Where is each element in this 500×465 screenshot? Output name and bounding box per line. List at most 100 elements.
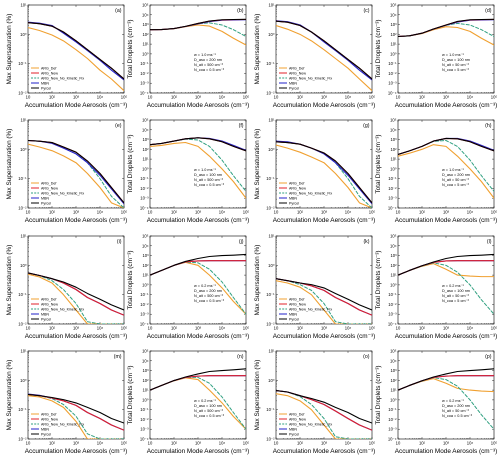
series-group <box>398 137 494 199</box>
panel-letter: (l) <box>487 239 492 245</box>
annotation-line: N_ait = 50 cm⁻³ <box>442 409 470 413</box>
x-tick-label: 10³ <box>443 441 450 446</box>
series-group <box>28 272 124 324</box>
annotation-line: N_coa = 0.5 cm⁻³ <box>194 183 225 187</box>
x-tick-label: 10 <box>26 210 31 215</box>
y-tick-label: 10⁵ <box>142 234 149 239</box>
annotation-line: D_aso = 100 nm <box>442 289 470 293</box>
y-axis-label: Total Droplets (cm⁻³) <box>127 19 134 78</box>
series-line-arg-def <box>276 393 372 439</box>
legend-entry: ARG_New <box>289 71 306 75</box>
x-tick-label: 10 <box>274 210 279 215</box>
y-tick-label: 10⁻¹ <box>388 407 397 412</box>
x-tick-label: 10⁵ <box>243 95 250 100</box>
y-tick-label: 10¹ <box>390 388 397 393</box>
parameter-annotation: w = 1.0 ms⁻¹D_aso = 100 nmN_ait = 50 cm⁻… <box>442 53 470 72</box>
series-line-arg-def <box>28 273 124 324</box>
legend-entry: MBN <box>289 427 297 431</box>
panel-f: 10 10² 10³ 10⁴ 10⁵ 10⁻⁴ 10⁻³ 10⁻² 10⁻¹ 10⁰ 10¹ 10² 1… <box>127 118 249 225</box>
x-tick-label: 10⁵ <box>369 441 376 446</box>
y-tick-label: 10⁰ <box>142 51 149 56</box>
legend-entry: MBN <box>41 196 49 200</box>
legend-entry: ARG_New <box>41 186 58 190</box>
y-tick-label: 10¹ <box>142 157 149 162</box>
parameter-annotation: w = 1.0 ms⁻¹D_aso = 200 nmN_ait = 500 cm… <box>194 53 225 72</box>
panel-a: 10 10² 10³ 10⁴ 10⁵ 10⁻² 10⁻¹ 10⁰ 10¹ Accumulation… <box>6 3 127 110</box>
x-tick-label: 10³ <box>443 210 450 215</box>
x-tick-label: 10² <box>419 95 426 100</box>
panel-letter: (d) <box>485 8 492 14</box>
legend-entry: ARG_New <box>41 417 58 421</box>
y-tick-label: 10³ <box>142 137 149 142</box>
x-tick-label: 10³ <box>321 95 328 100</box>
y-tick-label: 10² <box>390 378 397 383</box>
y-tick-label: 10⁻² <box>388 71 397 76</box>
panel-letter: (f) <box>239 123 244 129</box>
series-group <box>398 368 494 430</box>
y-tick-label: 10⁻² <box>266 206 275 211</box>
x-tick-label: 10³ <box>73 95 80 100</box>
y-axis-label: Total Droplets (cm⁻³) <box>127 134 134 193</box>
annotation-line: N_ait = 500 cm⁻³ <box>194 294 224 298</box>
x-tick-label: 10² <box>171 210 178 215</box>
x-tick-label: 10² <box>297 210 304 215</box>
x-tick-label: 10² <box>419 210 426 215</box>
y-tick-label: 10⁻² <box>388 302 397 307</box>
x-tick-label: 10⁵ <box>121 210 128 215</box>
y-tick-label: 10⁵ <box>390 349 397 354</box>
series-line-pyrcel <box>28 139 124 204</box>
series-group <box>150 253 246 315</box>
y-tick-label: 10⁰ <box>390 397 397 402</box>
annotation-line: w = 1.0 ms⁻¹ <box>442 168 464 172</box>
series-line-arg-def <box>276 280 372 324</box>
y-tick-label: 10³ <box>390 137 397 142</box>
panel-o: 10 10² 10³ 10⁴ 10⁵ 10⁻² 10⁻¹ 10⁰ 10¹ Accumulation… <box>254 349 375 456</box>
series-line-pyrcel <box>28 272 124 311</box>
y-tick-label: 10⁴ <box>390 243 397 248</box>
x-tick-label: 10⁴ <box>97 210 104 215</box>
x-tick-label: 10⁵ <box>243 326 250 331</box>
y-tick-label: 10⁻² <box>266 437 275 442</box>
y-tick-label: 10⁻¹ <box>266 61 275 66</box>
y-axis-label: Max Supersaturation (%) <box>6 245 13 316</box>
annotation-line: w = 1.0 ms⁻¹ <box>194 53 216 57</box>
y-tick-label: 10⁻¹ <box>140 292 149 297</box>
series-line-arg-new <box>398 18 494 38</box>
legend-entry: Pyrcel <box>289 201 299 205</box>
legend-entry: Pyrcel <box>41 201 51 205</box>
series-line-arg-def <box>276 24 372 92</box>
y-tick-label: 10¹ <box>20 118 27 123</box>
legend-entry: ARG_New <box>41 302 58 306</box>
x-tick-label: 10⁴ <box>219 441 226 446</box>
y-tick-label: 10¹ <box>142 388 149 393</box>
y-axis-label: Max Supersaturation (%) <box>254 14 261 85</box>
annotation-line: N_coa = 5 cm⁻³ <box>442 183 470 187</box>
x-tick-label: 10³ <box>195 441 202 446</box>
x-axis-label: Accumulation Mode Aerosols (cm⁻³) <box>147 333 249 340</box>
x-tick-label: 10² <box>171 95 178 100</box>
annotation-line: D_aso = 100 nm <box>442 58 470 62</box>
legend-entry: ARG_Def <box>289 297 304 301</box>
annotation-line: N_ait = 50 cm⁻³ <box>442 63 470 67</box>
x-tick-label: 10 <box>148 326 153 331</box>
y-tick-label: 10² <box>142 378 149 383</box>
y-tick-label: 10⁻³ <box>140 312 149 317</box>
x-axis-label: Accumulation Mode Aerosols (cm⁻³) <box>147 448 249 455</box>
annotation-line: N_coa = 0.5 cm⁻³ <box>194 299 225 303</box>
parameter-annotation: w = 0.2 ms⁻¹D_aso = 100 nmN_ait = 500 cm… <box>194 399 225 418</box>
y-tick-label: 10⁻⁴ <box>388 322 397 327</box>
y-tick-label: 10¹ <box>390 157 397 162</box>
panel-letter: (k) <box>363 239 369 245</box>
y-tick-label: 10¹ <box>268 3 275 8</box>
y-tick-label: 10⁻² <box>140 186 149 191</box>
x-tick-label: 10⁴ <box>97 441 104 446</box>
x-tick-label: 10 <box>396 210 401 215</box>
series-line-pyrcel <box>28 22 124 80</box>
y-axis-label: Total Droplets (cm⁻³) <box>375 365 382 424</box>
x-tick-label: 10⁵ <box>491 441 498 446</box>
x-axis-label: Accumulation Mode Aerosols (cm⁻³) <box>395 448 497 455</box>
series-line-arg-def <box>398 26 494 46</box>
x-tick-label: 10⁵ <box>369 326 376 331</box>
series-group <box>28 139 124 208</box>
parameter-annotation: w = 0.2 ms⁻¹D_aso = 200 nmN_ait = 50 cm⁻… <box>442 399 473 418</box>
